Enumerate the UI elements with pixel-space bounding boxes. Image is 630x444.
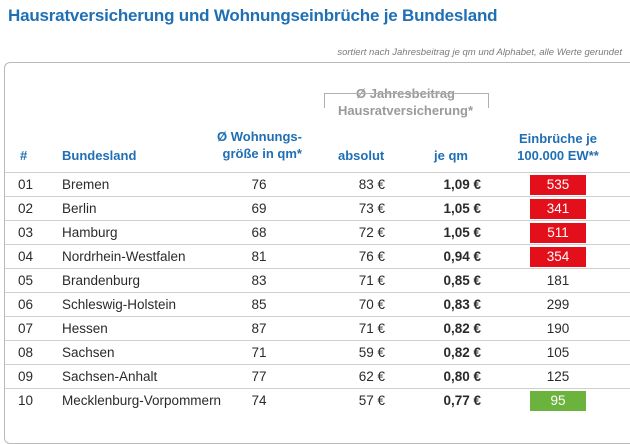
- row-burglaries: 181: [546, 273, 570, 288]
- header-number: #: [20, 148, 28, 163]
- row-apartment-size: 81: [251, 249, 267, 264]
- row-premium-absolute: 70 €: [358, 297, 385, 312]
- row-burglaries: 535: [530, 175, 586, 195]
- row-number: 04: [18, 249, 34, 264]
- row-premium-per-qm: 0,82 €: [443, 321, 481, 336]
- row-premium-per-qm: 1,05 €: [443, 201, 481, 216]
- row-premium-per-qm: 0,94 €: [443, 249, 481, 264]
- table-row: 07 Hessen 87 71 € 0,82 € 190: [5, 316, 630, 341]
- row-number: 07: [18, 321, 34, 336]
- row-apartment-size: 87: [251, 321, 267, 336]
- table-panel: [4, 62, 630, 444]
- row-premium-per-qm: 1,09 €: [443, 177, 481, 192]
- row-bundesland: Schleswig-Holstein: [62, 297, 177, 312]
- header-group-line2: Hausratversicherung*: [337, 103, 474, 118]
- row-bundesland: Sachsen-Anhalt: [62, 369, 158, 384]
- row-bundesland: Nordrhein-Westfalen: [62, 249, 186, 264]
- row-burglaries: 299: [546, 297, 570, 312]
- row-premium-absolute: 73 €: [358, 201, 385, 216]
- row-number: 06: [18, 297, 34, 312]
- row-number: 02: [18, 201, 34, 216]
- row-burglaries: 105: [546, 345, 570, 360]
- row-number: 01: [18, 177, 34, 192]
- header-incidents-line1: Einbrüche je: [518, 131, 598, 146]
- row-bundesland: Hamburg: [62, 225, 118, 240]
- header-size-line2: größe in qm*: [222, 146, 302, 161]
- row-number: 10: [18, 393, 34, 408]
- table-row: 09 Sachsen-Anhalt 77 62 € 0,80 € 125: [5, 364, 630, 389]
- row-premium-per-qm: 0,83 €: [443, 297, 481, 312]
- row-premium-per-qm: 0,82 €: [443, 345, 481, 360]
- row-premium-absolute: 71 €: [358, 273, 385, 288]
- row-bundesland: Berlin: [62, 201, 97, 216]
- table-row: 06 Schleswig-Holstein 85 70 € 0,83 € 299: [5, 292, 630, 317]
- row-bundesland: Bremen: [62, 177, 110, 192]
- row-premium-absolute: 62 €: [358, 369, 385, 384]
- row-apartment-size: 69: [251, 201, 267, 216]
- table-row: 01 Bremen 76 83 € 1,09 € 535: [5, 172, 630, 197]
- row-apartment-size: 71: [251, 345, 267, 360]
- row-premium-absolute: 57 €: [358, 393, 385, 408]
- row-premium-absolute: 83 €: [358, 177, 385, 192]
- row-number: 09: [18, 369, 34, 384]
- header-je-qm: je qm: [434, 148, 468, 163]
- table-row: 08 Sachsen 71 59 € 0,82 € 105: [5, 340, 630, 365]
- row-number: 03: [18, 225, 34, 240]
- row-apartment-size: 76: [251, 177, 267, 192]
- table-row: 05 Brandenburg 83 71 € 0,85 € 181: [5, 268, 630, 293]
- header-incidents-line2: 100.000 EW**: [517, 148, 599, 163]
- row-apartment-size: 77: [251, 369, 267, 384]
- row-apartment-size: 83: [251, 273, 267, 288]
- table-row: 02 Berlin 69 73 € 1,05 € 341: [5, 196, 630, 221]
- row-premium-absolute: 71 €: [358, 321, 385, 336]
- row-burglaries: 125: [546, 369, 570, 384]
- header-size-line1: Ø Wohnungs-: [217, 129, 302, 144]
- row-premium-per-qm: 0,80 €: [443, 369, 481, 384]
- row-apartment-size: 74: [251, 393, 267, 408]
- row-bundesland: Brandenburg: [62, 273, 141, 288]
- sort-note: sortiert nach Jahresbeitrag je qm und Al…: [337, 47, 622, 58]
- row-burglaries: 511: [530, 223, 586, 243]
- row-bundesland: Mecklenburg-Vorpommern: [62, 393, 222, 408]
- table-row: 03 Hamburg 68 72 € 1,05 € 511: [5, 220, 630, 245]
- row-burglaries: 190: [546, 321, 570, 336]
- row-premium-absolute: 76 €: [358, 249, 385, 264]
- row-number: 05: [18, 273, 34, 288]
- row-apartment-size: 85: [251, 297, 267, 312]
- row-bundesland: Sachsen: [62, 345, 115, 360]
- row-premium-per-qm: 1,05 €: [443, 225, 481, 240]
- header-bundesland: Bundesland: [62, 148, 137, 163]
- row-premium-per-qm: 0,85 €: [443, 273, 481, 288]
- row-number: 08: [18, 345, 34, 360]
- row-premium-absolute: 72 €: [358, 225, 385, 240]
- row-premium-absolute: 59 €: [358, 345, 385, 360]
- table-row: 10 Mecklenburg-Vorpommern 74 57 € 0,77 € 95: [5, 388, 630, 413]
- row-apartment-size: 68: [251, 225, 267, 240]
- header-absolut: absolut: [338, 148, 385, 163]
- group-bracket: [324, 93, 489, 108]
- row-burglaries: 95: [530, 391, 586, 411]
- row-burglaries: 341: [530, 199, 586, 219]
- row-bundesland: Hessen: [62, 321, 108, 336]
- row-burglaries: 354: [530, 247, 586, 267]
- row-premium-per-qm: 0,77 €: [443, 393, 481, 408]
- table-row: 04 Nordrhein-Westfalen 81 76 € 0,94 € 354: [5, 244, 630, 269]
- page-title: Hausratversicherung und Wohnungseinbrüch…: [8, 6, 498, 25]
